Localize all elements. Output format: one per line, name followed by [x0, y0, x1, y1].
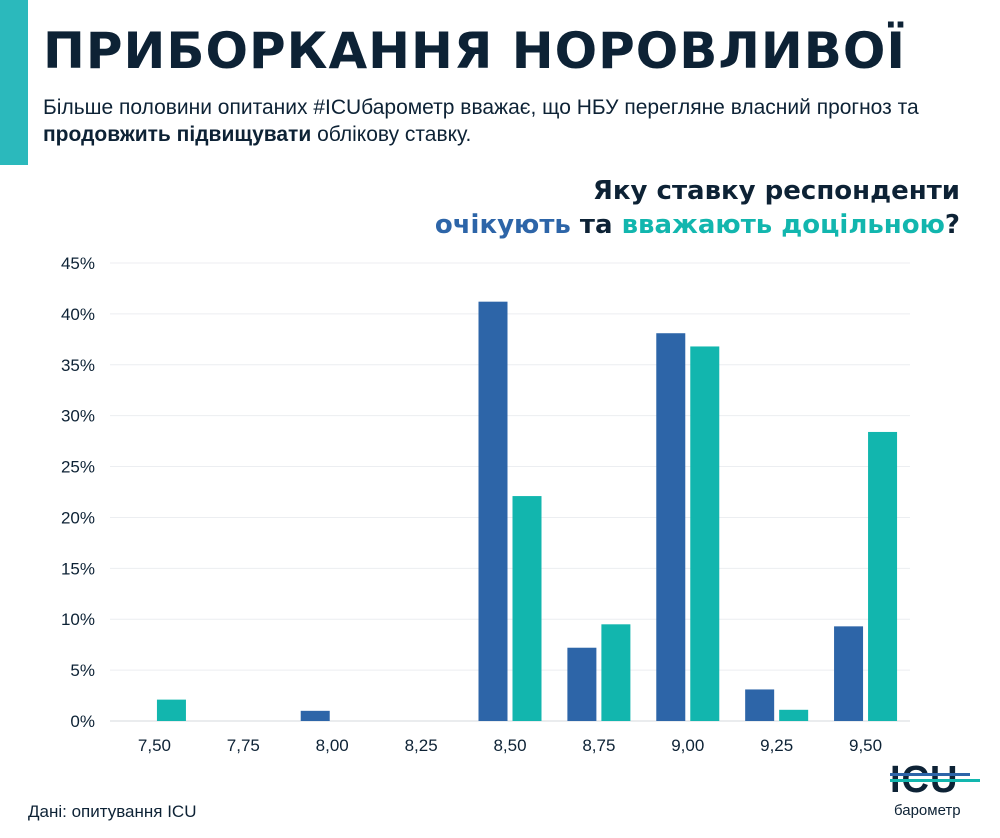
x-tick-label: 8,00: [316, 736, 349, 755]
chart-question: Яку ставку респонденти очікують та вважа…: [435, 174, 960, 242]
x-tick-label: 9,00: [671, 736, 704, 755]
bar-consider: [690, 346, 720, 721]
y-tick-label: 35%: [61, 356, 95, 375]
y-tick-label: 45%: [61, 254, 95, 273]
y-tick-label: 30%: [61, 407, 95, 426]
y-tick-label: 5%: [70, 661, 95, 680]
question-qmark: ?: [944, 210, 960, 240]
bar-expect: [300, 710, 330, 721]
bar-consider: [868, 431, 898, 721]
bar-expect: [567, 647, 597, 721]
y-tick-label: 40%: [61, 305, 95, 324]
bar-consider: [601, 624, 631, 721]
subtitle-part1: Більше половини опитаних #ICUбарометр вв…: [43, 96, 919, 119]
bar-expect: [656, 333, 686, 721]
y-tick-label: 20%: [61, 508, 95, 527]
page-title: ПРИБОРКАННЯ НОРОВЛИВОЇ: [43, 22, 906, 80]
source-note: Дані: опитування ICU: [28, 802, 197, 821]
bar-consider: [779, 709, 809, 721]
bar-consider: [156, 699, 186, 721]
bar-consider: [512, 496, 542, 721]
bar-expect: [478, 301, 508, 721]
x-tick-label: 7,50: [138, 736, 171, 755]
question-line1: Яку ставку респонденти: [592, 176, 960, 206]
logo-stripes: [890, 773, 980, 785]
subtitle-part2: облікову ставку.: [311, 123, 472, 146]
subtitle: Більше половини опитаних #ICUбарометр вв…: [43, 94, 973, 148]
x-tick-label: 9,50: [849, 736, 882, 755]
question-expect: очікують: [434, 210, 571, 240]
x-tick-label: 7,75: [227, 736, 260, 755]
y-tick-label: 0%: [70, 712, 95, 731]
accent-bar: [0, 0, 28, 165]
x-tick-label: 9,25: [760, 736, 793, 755]
subtitle-bold: продовжить підвищувати: [43, 123, 312, 146]
y-tick-label: 15%: [61, 559, 95, 578]
x-tick-label: 8,75: [582, 736, 615, 755]
icu-logo: ICU барометр: [890, 760, 990, 830]
bar-chart: 0% 5% 10% 15% 20% 25% 30% 35% 40% 45% 7,50 7,75 8,00…: [61, 254, 910, 755]
logo-mark: ICU: [890, 760, 990, 800]
question-line2: очікують та вважають доцільною?: [435, 208, 960, 242]
y-tick-label: 10%: [61, 610, 95, 629]
x-tick-label: 8,50: [493, 736, 526, 755]
y-tick-label: 25%: [61, 458, 95, 477]
logo-subtitle: барометр: [894, 802, 961, 819]
question-and: та: [570, 210, 622, 240]
bar-expect: [745, 689, 775, 721]
x-tick-label: 8,25: [405, 736, 438, 755]
bar-expect: [834, 626, 864, 721]
question-consider: вважають доцільною: [621, 210, 945, 240]
